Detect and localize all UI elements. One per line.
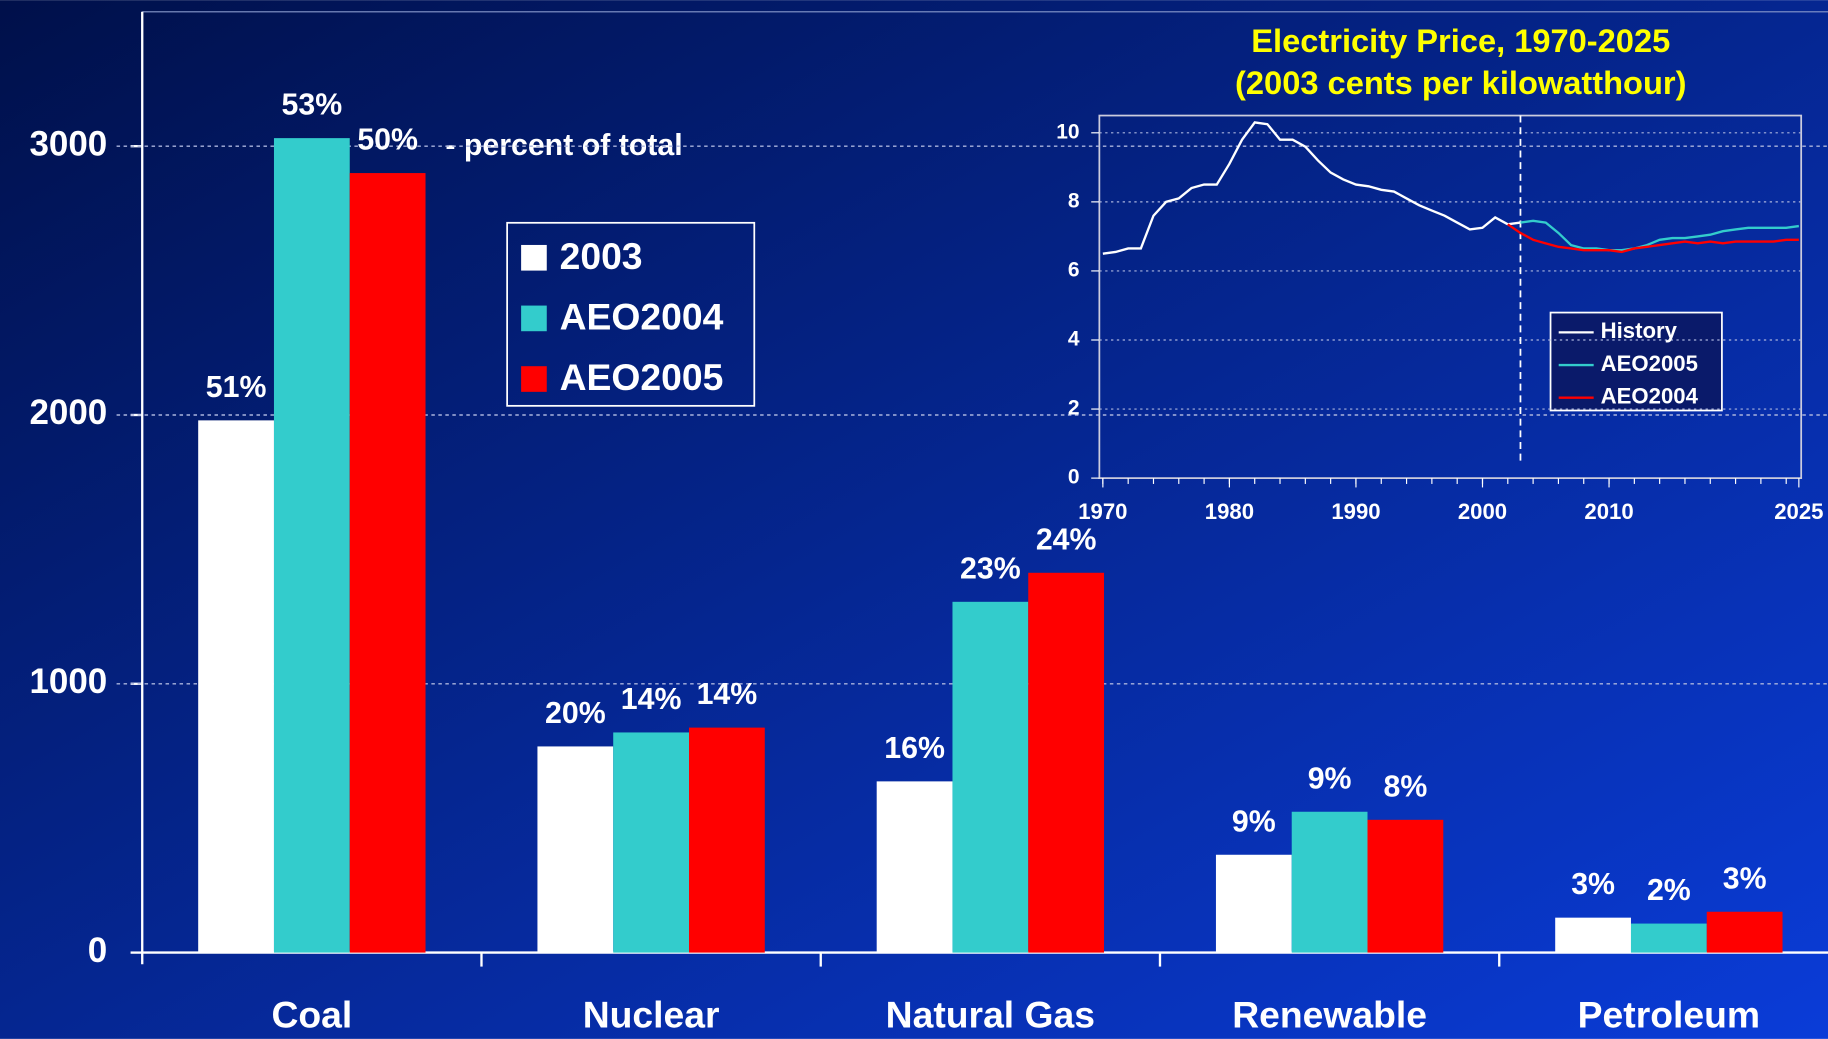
inset-y-tick-label: 0 [1068,466,1080,489]
inset-y-tick-label: 2 [1068,397,1080,420]
inset-title: (2003 cents per kilowatthour) [1235,64,1686,101]
data-label: 23% [960,552,1021,585]
inset-y-tick-label: 4 [1068,328,1080,351]
legend-label: 2003 [560,235,643,277]
inset-frame [1098,114,1803,479]
price-line [1520,219,1800,252]
data-label: 9% [1232,805,1276,838]
bar [1706,911,1783,953]
data-label: 24% [1036,523,1097,556]
price-line [1102,121,1521,255]
inset-x-tick-label: 1970 [1078,499,1127,524]
bar [1555,917,1631,953]
bar [349,173,426,953]
bar [1291,811,1368,953]
x-tick-label: Coal [271,994,352,1036]
data-label: 8% [1383,770,1427,803]
y-tick-label: 2000 [29,393,107,432]
inset-legend-label: History [1601,318,1678,343]
data-label: 14% [697,678,758,711]
data-label: 51% [206,371,267,404]
bar [952,601,1029,953]
inset-y-tick-label: 10 [1056,120,1079,143]
data-label: 50% [357,124,418,157]
inset-legend-box [1549,311,1723,412]
legend-box [506,221,756,407]
bar [273,138,350,953]
inset-title: Electricity Price, 1970-2025 [1251,22,1670,59]
y-tick-label: 1000 [29,662,107,701]
inset-x-tick-label: 1980 [1205,499,1254,524]
inset-legend-label: AEO2004 [1601,384,1699,409]
inset-x-tick-label: 2025 [1774,499,1823,524]
bar [876,781,953,953]
bar [1215,854,1292,953]
legend-swatch [521,366,547,392]
data-label: 2% [1647,874,1691,907]
legend-swatch [521,305,547,332]
price-line [1507,223,1799,254]
data-label: 53% [282,89,343,122]
x-tick-label: Nuclear [583,994,720,1036]
x-tick-label: Renewable [1232,994,1427,1036]
data-label: 14% [621,683,682,716]
inset-y-tick-label: 6 [1068,258,1080,281]
bar [613,732,689,953]
bar [1028,572,1105,953]
inset-y-tick-label: 8 [1068,189,1080,212]
bar [1367,819,1444,953]
bar [688,727,765,953]
legend-label: AEO2004 [560,295,724,337]
legend-label: AEO2005 [560,356,724,398]
x-tick-label: Petroleum [1578,994,1760,1036]
bar [198,420,274,953]
data-label: 20% [545,697,606,730]
inset-x-tick-label: 2010 [1584,499,1633,524]
y-tick-label: 0 [88,931,107,970]
inset-x-tick-label: 1990 [1331,499,1380,524]
inset-x-tick-label: 2000 [1458,499,1507,524]
inset-legend-label: AEO2005 [1601,351,1698,376]
data-label: 9% [1308,762,1352,795]
data-label: 3% [1571,868,1615,901]
legend-swatch [521,244,547,271]
bar [1630,923,1707,953]
y-tick-label: 3000 [29,124,107,163]
x-tick-label: Natural Gas [886,994,1095,1036]
bar [537,746,614,953]
data-label: 16% [884,732,945,765]
data-label: 3% [1723,862,1767,895]
